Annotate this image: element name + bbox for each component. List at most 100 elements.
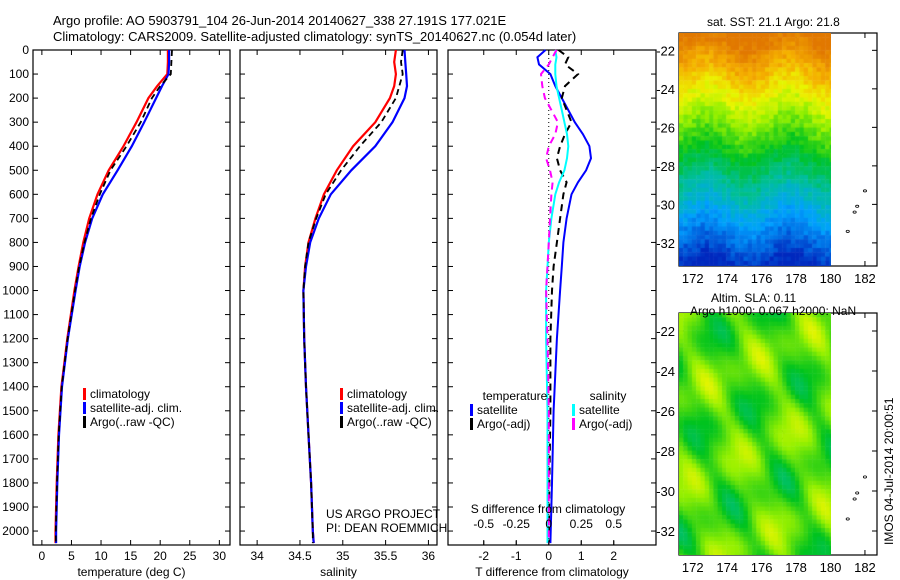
- lat-tick-label: -28: [656, 444, 675, 459]
- y-tick-label: 900: [9, 259, 29, 273]
- y-tick-label: 1700: [2, 452, 29, 466]
- series-line-argo-raw-qc-: [54, 49, 173, 544]
- lat-tick-label: -32: [656, 236, 675, 251]
- legend-swatch: [340, 388, 343, 400]
- legend-swatch: [572, 418, 575, 430]
- lon-tick-label: 172: [682, 560, 704, 575]
- series-line-s-argo-adj-: [539, 49, 559, 544]
- sst-map-title: sat. SST: 21.1 Argo: 21.8: [707, 15, 840, 29]
- x-tick-label: 30: [213, 549, 227, 563]
- legend-swatch: [83, 416, 86, 428]
- figure-title-line2: Climatology: CARS2009. Satellite-adjuste…: [53, 29, 577, 44]
- island-outline: [845, 517, 850, 521]
- x-tick-label: 34.5: [288, 549, 312, 563]
- timestamp-label: IMOS 04-Jul-2014 20:00:51: [882, 397, 896, 545]
- series-line-climatology: [54, 50, 169, 544]
- legend-label: Argo(..raw -QC): [90, 415, 175, 429]
- series-line-t-satellite: [536, 49, 593, 544]
- y-tick-label: 1400: [2, 380, 29, 394]
- legend-label: satellite: [579, 403, 620, 417]
- x2-tick-label: 0.25: [570, 517, 594, 531]
- series-line-satellite-adj-clim-: [54, 50, 171, 544]
- lat-tick-label: -32: [656, 524, 675, 539]
- lon-tick-label: 176: [751, 560, 773, 575]
- x-axis-label: salinity: [320, 565, 357, 579]
- lon-tick-label: 172: [682, 271, 704, 286]
- lon-tick-label: 180: [820, 560, 842, 575]
- island-outline: [855, 204, 860, 208]
- y-tick-label: 1100: [3, 308, 29, 322]
- legend-swatch: [83, 388, 86, 400]
- x-tick-label: 35: [336, 549, 350, 563]
- lat-tick-label: -26: [656, 404, 675, 419]
- y-tick-label: 800: [9, 235, 29, 249]
- lat-tick-label: -24: [656, 364, 675, 379]
- lat-tick-label: -26: [656, 120, 675, 135]
- x-tick-label: 20: [154, 549, 168, 563]
- series-line-argo-raw-qc-: [302, 49, 404, 544]
- lon-tick-label: 178: [785, 271, 807, 286]
- lon-tick-label: 182: [854, 560, 876, 575]
- y-tick-label: 700: [9, 211, 29, 225]
- x2-tick-label: -0.25: [503, 517, 531, 531]
- lon-tick-label: 174: [716, 271, 738, 286]
- y-tick-label: 300: [9, 115, 29, 129]
- lon-tick-label: 180: [820, 271, 842, 286]
- y-tick-label: 400: [9, 139, 29, 153]
- legend-label: Argo(-adj): [477, 417, 530, 431]
- island-outline: [862, 475, 867, 479]
- legend-label: Argo(-adj): [579, 417, 632, 431]
- x2-tick-label: 0: [545, 517, 552, 531]
- sst-heatmap: [679, 33, 831, 266]
- lon-tick-label: 176: [751, 271, 773, 286]
- legend-label: satellite: [477, 403, 518, 417]
- credit-project: US ARGO PROJECT: [326, 507, 441, 521]
- sla-map-title: Altim. SLA: 0.11: [711, 291, 797, 305]
- legend-label: climatology: [90, 387, 150, 401]
- y-tick-label: 500: [9, 163, 29, 177]
- x-tick-label: -2: [478, 549, 489, 563]
- x2-tick-label: 0.5: [605, 517, 622, 531]
- y-tick-label: 2000: [2, 524, 29, 538]
- lat-tick-label: -30: [656, 484, 675, 499]
- legend-swatch: [340, 402, 343, 414]
- x-tick-label: -1: [511, 549, 522, 563]
- x-tick-label: 15: [124, 549, 138, 563]
- island-outline: [862, 189, 867, 193]
- y-tick-label: 200: [9, 91, 29, 105]
- lat-tick-label: -24: [656, 82, 675, 97]
- island-outline: [845, 229, 850, 233]
- x-tick-label: 35.5: [374, 549, 398, 563]
- legend-swatch: [470, 418, 473, 430]
- legend-swatch: [340, 416, 343, 428]
- legend-label: satellite-adj. clim.: [347, 401, 439, 415]
- lon-tick-label: 174: [716, 560, 738, 575]
- island-outline: [852, 210, 857, 214]
- y-tick-label: 600: [9, 187, 29, 201]
- y-tick-label: 1900: [2, 500, 29, 514]
- axes-frame: [239, 49, 438, 546]
- legend-label: climatology: [347, 387, 407, 401]
- y-tick-label: 1300: [2, 356, 29, 370]
- axes-frame: [32, 49, 231, 546]
- island-outline: [855, 491, 860, 495]
- series-line-satellite-adj-clim-: [302, 49, 409, 544]
- y-tick-label: 1800: [2, 476, 29, 490]
- y-tick-label: 1200: [2, 332, 29, 346]
- x-tick-label: 10: [94, 549, 108, 563]
- series-line-t-argo-adj-: [547, 49, 580, 544]
- x-tick-label: 5: [68, 549, 75, 563]
- legend-label: Argo(..raw -QC): [347, 415, 432, 429]
- lat-tick-label: -30: [656, 197, 675, 212]
- legend-label: satellite-adj. clim.: [90, 401, 182, 415]
- legend-swatch: [470, 404, 473, 416]
- y-tick-label: 1500: [2, 404, 29, 418]
- lon-tick-label: 182: [854, 271, 876, 286]
- sla-map-subtitle: Argo h1000: 0.067 h2000: NaN: [690, 304, 857, 318]
- credit-pi: PI: DEAN ROEMMICH: [326, 521, 448, 535]
- legend-swatch: [83, 402, 86, 414]
- legend-header-salinity: salinity: [590, 389, 627, 403]
- y-tick-label: 100: [9, 67, 29, 81]
- axes-frame: [447, 49, 657, 546]
